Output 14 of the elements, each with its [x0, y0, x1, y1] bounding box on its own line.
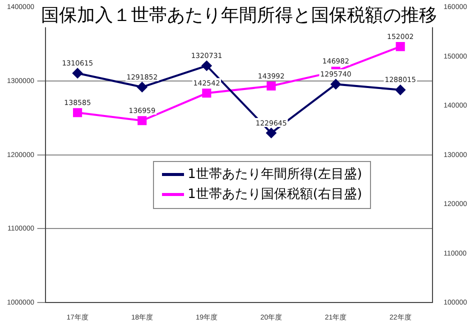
point	[395, 84, 406, 95]
point	[137, 82, 148, 92]
legend-label: 1世帯あたり国保税額(右目盛)	[188, 186, 362, 204]
legend-label: 1世帯あたり年間所得(左目盛)	[188, 166, 362, 184]
point	[138, 116, 147, 126]
point	[202, 88, 212, 98]
point	[266, 128, 276, 138]
chart-title: 国保加入１世帯あたり年間所得と国保税額の推移	[40, 4, 437, 26]
point	[72, 68, 83, 78]
point	[330, 79, 341, 90]
point	[202, 60, 212, 71]
point	[73, 108, 82, 118]
point	[266, 81, 276, 91]
point	[396, 42, 405, 52]
